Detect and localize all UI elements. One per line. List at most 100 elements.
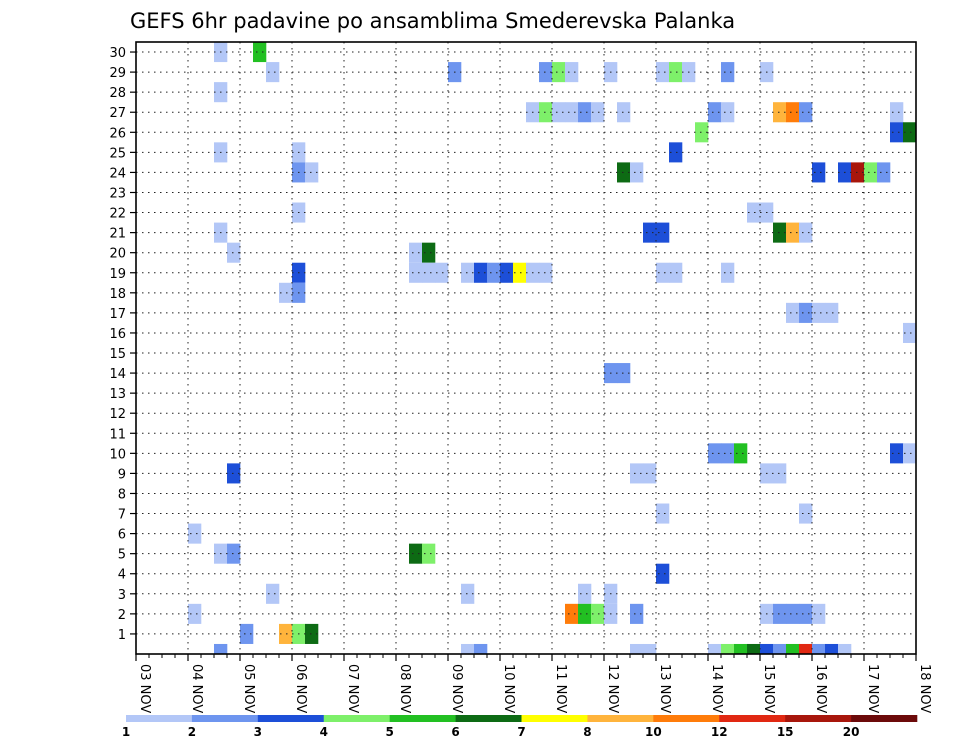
precip-cell <box>799 603 813 624</box>
x-tick-label: 03 NOV <box>137 664 152 713</box>
precip-cell <box>552 62 566 83</box>
y-tick-label: 5 <box>118 548 126 563</box>
precip-cell <box>773 463 787 484</box>
y-tick-label: 7 <box>118 508 126 523</box>
precip-cell <box>461 262 475 283</box>
precip-cell <box>825 302 839 323</box>
y-tick-label: 15 <box>109 347 126 362</box>
precip-cell <box>773 102 787 123</box>
legend-label: 8 <box>583 725 591 739</box>
precip-cell <box>630 643 644 654</box>
precip-cell <box>708 443 722 464</box>
precip-cell <box>279 623 293 644</box>
precip-cell <box>565 603 579 624</box>
precip-cell <box>305 623 319 644</box>
x-tick-label: 13 NOV <box>657 664 672 713</box>
y-tick-label: 18 <box>109 287 126 302</box>
precip-cell <box>708 643 722 654</box>
y-tick-label: 30 <box>109 46 126 61</box>
precip-cell <box>825 643 839 654</box>
y-tick-label: 24 <box>109 166 126 181</box>
precip-cell <box>409 262 423 283</box>
precip-cell <box>578 102 592 123</box>
y-tick-label: 8 <box>118 487 126 502</box>
precip-cell <box>786 102 800 123</box>
precip-cell <box>279 282 293 303</box>
precip-cell <box>656 563 670 584</box>
legend-label: 3 <box>254 725 262 739</box>
legend-swatch <box>521 715 588 722</box>
precip-cell <box>617 102 631 123</box>
precip-cell <box>643 643 657 654</box>
y-tick-label: 2 <box>118 608 126 623</box>
precip-cell <box>799 102 813 123</box>
axes: 03 NOV 04 NOV 05 NOV 06 NOV 07 NOV 08 NOV 09 N… <box>109 46 932 713</box>
precip-cell <box>747 202 761 223</box>
precip-cell <box>656 222 670 243</box>
y-tick-label: 9 <box>118 467 126 482</box>
y-tick-label: 20 <box>109 247 126 262</box>
precip-cell <box>786 302 800 323</box>
precip-cell <box>786 603 800 624</box>
precip-cell <box>253 42 267 63</box>
precip-cell <box>240 623 254 644</box>
legend-label: 1 <box>122 725 130 739</box>
grid-lines <box>136 42 916 654</box>
precip-cell <box>656 503 670 524</box>
precip-cell <box>266 583 280 604</box>
legend-swatch <box>785 715 852 722</box>
precip-cell <box>903 322 917 343</box>
x-tick-label: 18 NOV <box>917 664 932 713</box>
legend-swatch <box>719 715 786 722</box>
precip-cell <box>409 543 423 564</box>
precip-cell <box>890 102 904 123</box>
precip-cell <box>669 262 683 283</box>
x-tick-label: 15 NOV <box>761 664 776 713</box>
x-tick-label: 17 NOV <box>865 664 880 713</box>
precip-cell <box>799 222 813 243</box>
legend-swatch <box>126 715 193 722</box>
precip-cell <box>812 643 826 654</box>
precip-cell <box>864 162 878 183</box>
precip-cell <box>188 603 202 624</box>
legend-label: 4 <box>320 725 328 739</box>
precip-cell <box>630 603 644 624</box>
precip-cell <box>734 643 748 654</box>
precip-cells <box>188 42 917 654</box>
legend-label: 15 <box>777 725 794 739</box>
precip-cell <box>773 603 787 624</box>
x-tick-label: 16 NOV <box>813 664 828 713</box>
legend-label: 5 <box>385 725 393 739</box>
y-tick-label: 11 <box>109 427 126 442</box>
precip-cell <box>305 162 319 183</box>
legend-swatch <box>851 715 918 722</box>
precip-cell <box>669 142 683 163</box>
precip-cell <box>422 242 436 263</box>
y-tick-label: 27 <box>109 106 126 121</box>
precip-cell <box>539 62 553 83</box>
precip-cell <box>500 262 514 283</box>
precip-cell <box>656 62 670 83</box>
legend-swatch <box>587 715 654 722</box>
precip-cell <box>799 302 813 323</box>
precip-cell <box>812 603 826 624</box>
precip-cell <box>643 222 657 243</box>
legend-label: 12 <box>711 725 728 739</box>
precip-cell <box>422 543 436 564</box>
x-tick-label: 09 NOV <box>449 664 464 713</box>
precip-cell <box>461 643 475 654</box>
legend-label: 7 <box>517 725 525 739</box>
legend-label: 20 <box>843 725 860 739</box>
y-tick-label: 22 <box>109 207 126 222</box>
precip-cell <box>188 523 202 544</box>
precip-cell <box>435 262 449 283</box>
precip-cell <box>721 643 735 654</box>
precip-cell <box>838 643 852 654</box>
precip-cell <box>630 463 644 484</box>
y-tick-label: 12 <box>109 407 126 422</box>
precip-cell <box>799 503 813 524</box>
precip-cell <box>669 62 683 83</box>
precip-cell <box>903 443 917 464</box>
precip-cell <box>786 222 800 243</box>
legend-swatch <box>323 715 390 722</box>
